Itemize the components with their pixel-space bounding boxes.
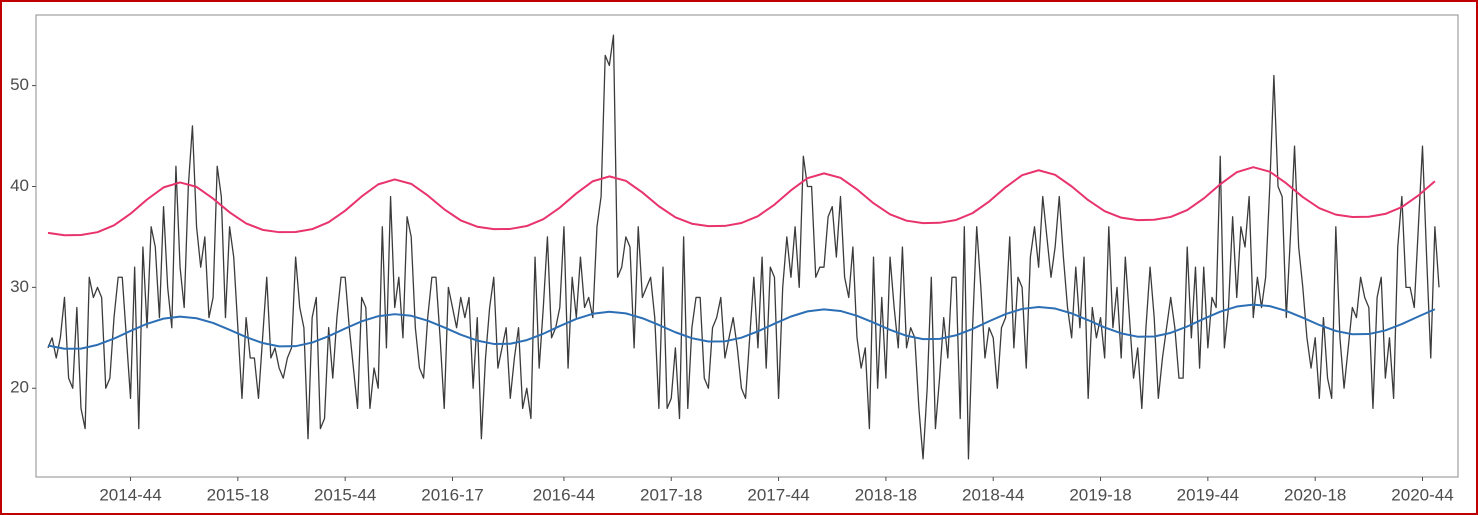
series-line <box>47 166 1436 237</box>
x-tick-label: 2017-18 <box>640 485 702 504</box>
y-tick-label: 50 <box>10 75 29 94</box>
x-tick-label: 2016-44 <box>533 485 595 504</box>
x-tick-label: 2017-44 <box>747 485 809 504</box>
x-tick-label: 2019-44 <box>1177 485 1239 504</box>
series-line <box>47 303 1436 350</box>
x-tick-label: 2018-44 <box>962 485 1024 504</box>
x-tick-label: 2014-44 <box>99 485 161 504</box>
x-tick-label: 2015-18 <box>207 485 269 504</box>
y-tick-label: 40 <box>10 176 29 195</box>
series-line <box>47 34 1440 460</box>
plot-panel <box>35 14 1459 478</box>
x-tick-label: 2015-44 <box>314 485 376 504</box>
x-tick-label: 2020-44 <box>1391 485 1453 504</box>
x-tick-label: 2018-18 <box>855 485 917 504</box>
x-tick-label: 2019-18 <box>1069 485 1131 504</box>
x-tick-label: 2020-18 <box>1284 485 1346 504</box>
y-tick-label: 30 <box>10 277 29 296</box>
x-tick-label: 2016-17 <box>421 485 483 504</box>
y-tick-label: 20 <box>10 378 29 397</box>
